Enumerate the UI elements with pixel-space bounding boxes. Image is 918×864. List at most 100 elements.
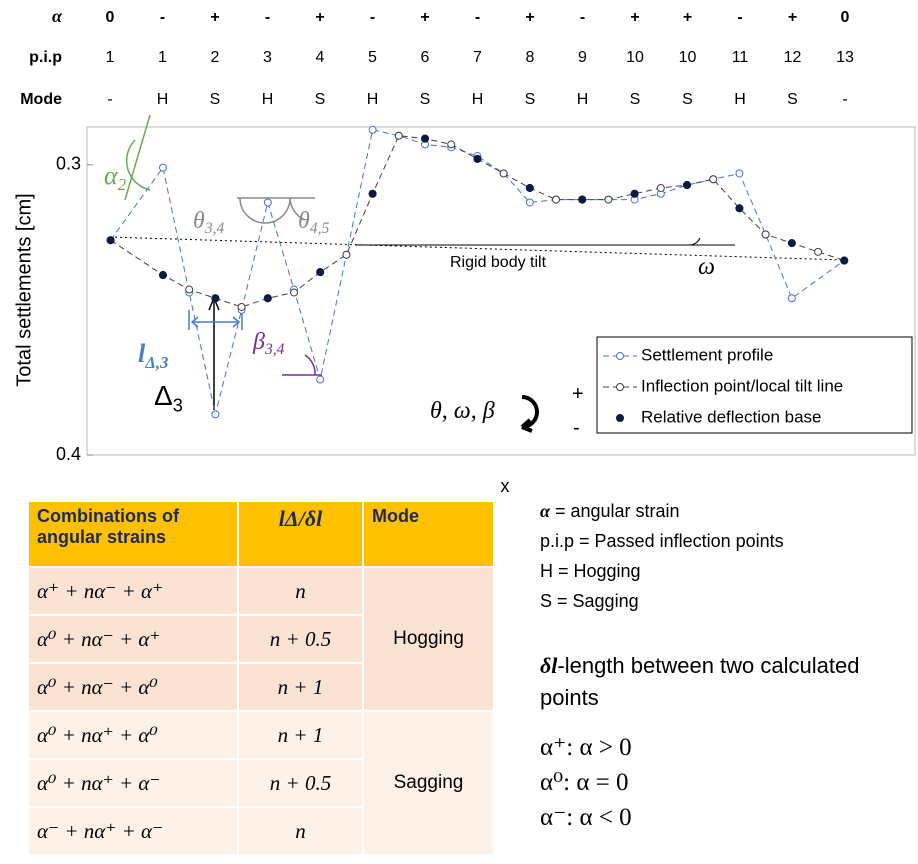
table-cell: α⁺ + nα⁻ + α⁺: [27, 566, 239, 616]
row-label: p.i.p: [29, 49, 62, 66]
annotation-text: l: [138, 339, 146, 368]
data-point: [499, 169, 508, 178]
annotation-text: θ, ω, β: [430, 398, 495, 424]
header-cell: S: [630, 91, 641, 108]
data-point: [525, 198, 534, 207]
series-line: [110, 135, 845, 308]
data-point: [787, 239, 796, 248]
data-point: [211, 410, 220, 419]
header-cell: 7: [473, 49, 482, 66]
table-row: α⁰ + nα⁺ + α⁰ n + 1 Sagging: [27, 710, 495, 856]
beta-arc: [282, 354, 322, 376]
strain-table: Combinations of angular strains lΔ/δl Mo…: [27, 500, 495, 856]
header-cell: +: [788, 9, 797, 26]
data-point: [447, 140, 456, 149]
annotation-sub: 3,4: [264, 341, 285, 358]
header-cell: -: [265, 9, 270, 26]
data-point: [552, 195, 561, 204]
data-point: [814, 247, 823, 256]
header-cell: H: [157, 91, 169, 108]
omega-arc: [689, 237, 701, 246]
legend-label: Inflection point/local tilt line: [641, 376, 843, 395]
header-cell: S: [682, 91, 693, 108]
y-axis-label: Total settlements [cm]: [13, 193, 35, 386]
plot-frame: [86, 126, 916, 456]
data-point: [473, 154, 482, 163]
rigid-tilt-line: [109, 236, 845, 261]
header-cell: 0: [841, 9, 850, 26]
header-cell: +: [630, 9, 639, 26]
header-cell: H: [262, 91, 274, 108]
y-tick-label: 0.3: [56, 153, 81, 173]
table-cell: α⁻ + nα⁺ + α⁻: [27, 806, 239, 856]
definition-text: = Sagging: [552, 591, 639, 611]
header-cell: -: [370, 9, 375, 26]
annotation: θ4,5: [298, 208, 329, 237]
header-cell: -: [580, 9, 585, 26]
header-cell: 0: [106, 9, 115, 26]
annotation-sub: 4,5: [310, 220, 330, 237]
data-point: [394, 131, 403, 140]
header-cell: H: [367, 91, 379, 108]
definition: S = Sagging: [540, 591, 639, 612]
annotation: +: [572, 383, 584, 405]
annotation: lΔ,3: [138, 339, 169, 372]
data-point: [683, 181, 692, 190]
data-point: [237, 302, 246, 311]
header-cell: 13: [836, 49, 854, 66]
table-cell: n + 1: [237, 710, 364, 760]
table-cell: n + 0.5: [237, 614, 364, 664]
data-point: [709, 175, 718, 184]
definition: H = Hogging: [540, 561, 641, 582]
table-row: α⁰ + nα⁻ + α⁰ n + 1: [27, 662, 494, 712]
header-cell: 10: [679, 49, 697, 66]
annotation: θ3,4: [193, 208, 224, 237]
header-cell: 12: [784, 49, 802, 66]
data-point: [368, 125, 377, 134]
data-point: [525, 183, 534, 192]
header-cell: Combinations of angular strains: [27, 500, 239, 568]
annotation-text: θ: [298, 208, 310, 234]
header-cell: 9: [578, 49, 587, 66]
annotation-text: ω: [698, 254, 715, 280]
annotation-text: Rigid body tilt: [450, 254, 547, 271]
data-point: [656, 183, 665, 192]
header-cell: H: [734, 91, 746, 108]
legend-label: Relative deflection base: [641, 407, 822, 426]
data-point: [158, 163, 167, 172]
mode-cell: Sagging: [362, 710, 495, 856]
header-cell: +: [315, 9, 324, 26]
mode-cell: Hogging: [362, 566, 495, 712]
header-cell: 5: [368, 49, 377, 66]
data-point: [421, 134, 430, 143]
table-cell: α⁰ + nα⁺ + α⁰: [27, 710, 239, 760]
y-tick-label: 0.4: [56, 444, 81, 464]
annotation-sub: Δ,3: [144, 353, 168, 372]
data-point: [158, 271, 167, 280]
header-cell: 3: [263, 49, 272, 66]
data-point: [290, 288, 298, 297]
table-row: α⁻ + nα⁺ + α⁻ n: [27, 806, 494, 856]
length-arrow: [188, 310, 243, 330]
definition-term: H: [540, 561, 553, 581]
x-axis-label: x: [501, 476, 510, 496]
data-point: [604, 195, 613, 204]
header-cell: Mode: [362, 500, 495, 568]
annotation-sub: 3: [173, 395, 183, 415]
definition-term: α: [540, 501, 550, 521]
delta-term: δl: [540, 653, 558, 678]
table-cell: n + 0.5: [237, 758, 364, 808]
delta-note: δl-length between two calculated points: [540, 650, 900, 714]
table-cell: α⁰ + nα⁻ + α⁺: [27, 614, 239, 664]
annotation-text: β: [252, 329, 265, 355]
annotation-text: Δ: [154, 380, 173, 411]
header-cell: -: [842, 91, 847, 108]
annotation-sub: 3,4: [204, 220, 225, 237]
legend-label: Settlement profile: [641, 345, 773, 364]
header-cell: +: [683, 9, 692, 26]
data-point: [787, 294, 796, 303]
header-cell: 10: [626, 49, 644, 66]
data-point: [263, 294, 272, 303]
data-point: [630, 189, 639, 198]
header-cell: 11: [732, 49, 749, 66]
